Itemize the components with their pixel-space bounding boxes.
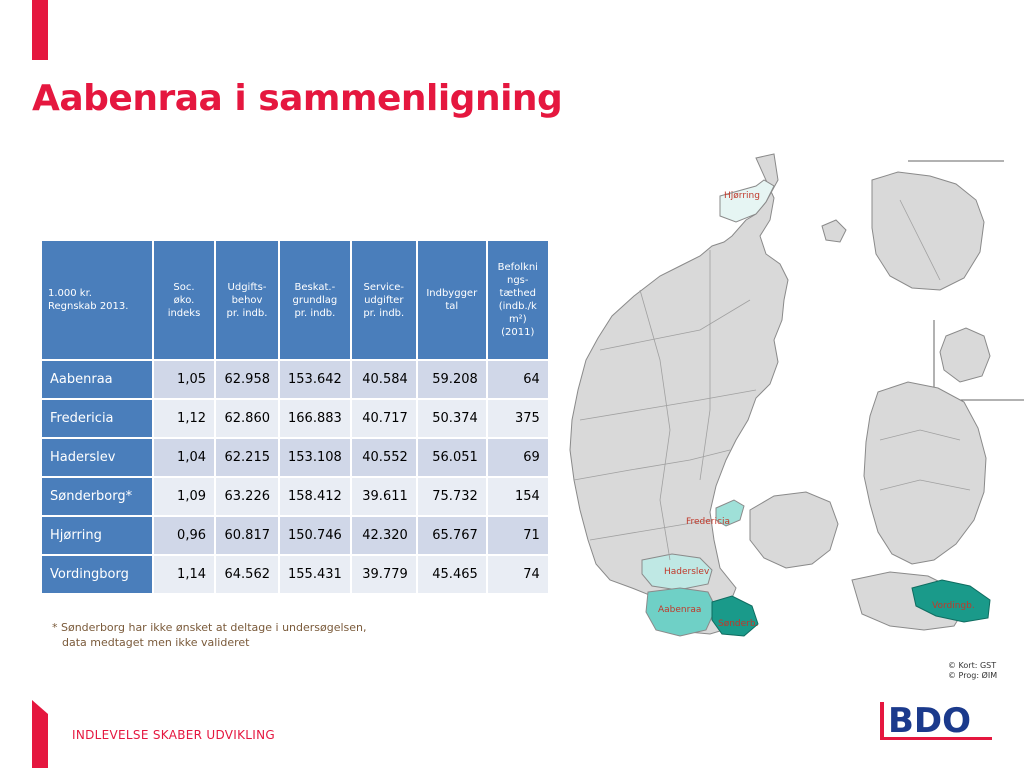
table-row: Hjørring 0,96 60.817 150.746 42.320 65.767 71 [40,515,550,556]
footnote: * Sønderborg har ikke ønsket at deltage … [52,620,367,650]
table-cell: 40.717 [349,398,418,439]
bornholm-shape [939,327,991,383]
table-cell: 64.562 [214,554,280,595]
map-label-hjorring: Hjørring [724,191,760,201]
column-header: Soc. øko. indeks [152,239,216,361]
table-cell: 39.611 [349,476,418,517]
table-cell: 62.215 [214,437,280,478]
municipality-name: Sønderborg* [40,476,154,517]
table-cell: 1,04 [152,437,216,478]
table-cell: 153.108 [278,437,352,478]
table-row: Haderslev 1,04 62.215 153.108 40.552 56.051 69 [40,437,550,478]
table-cell: 158.412 [278,476,352,517]
table-cell: 69 [485,437,550,478]
table-row: Vordingborg 1,14 64.562 155.431 39.779 45.465… [40,554,550,595]
accent-bar-top [32,0,48,60]
table-cell: 56.051 [415,437,488,478]
north-zealand-shape [871,171,985,291]
aabenraa-region [645,587,717,637]
table-cell: 75.732 [415,476,488,517]
table-cell: 40.552 [349,437,418,478]
table-cell: 63.226 [214,476,280,517]
table-cell: 150.746 [278,515,352,556]
table-cell: 1,09 [152,476,216,517]
column-header: Service-udgifter pr. indb. [349,239,418,361]
table-cell: 1,12 [152,398,216,439]
table-cell: 0,96 [152,515,216,556]
municipality-name: Aabenraa [40,359,154,400]
table-cell: 40.584 [349,359,418,400]
small-island [821,219,847,243]
table-row: Aabenraa 1,05 62.958 153.642 40.584 59.208 64 [40,359,550,400]
map-label-fredericia: Fredericia [686,517,730,527]
table-cell: 42.320 [349,515,418,556]
column-header: Beskat.- grundlag pr. indb. [278,239,352,361]
map-copyright: © Kort: GST © Prog: ØIM [948,661,997,681]
funen-shape [749,491,839,569]
accent-bar-bottom [32,700,48,768]
denmark-map: Hjørring Fredericia Haderslev Aabenraa S… [560,140,1024,690]
table-row: Sønderborg* 1,09 63.226 158.412 39.611 75.732… [40,476,550,517]
table-cell: 166.883 [278,398,352,439]
table-cell: 1,05 [152,359,216,400]
vordingborg-region [911,579,991,623]
zealand-shape [863,381,987,565]
fredericia-region [715,499,745,527]
table-cell: 65.767 [415,515,488,556]
hjorring-region [719,179,775,223]
column-header: 1.000 kr. Regnskab 2013. [40,239,154,361]
municipality-name: Hjørring [40,515,154,556]
table-row: Fredericia 1,12 62.860 166.883 40.717 50.374 3… [40,398,550,439]
table-cell: 155.431 [278,554,352,595]
municipality-name: Haderslev [40,437,154,478]
table-cell: 62.958 [214,359,280,400]
table-cell: 39.779 [349,554,418,595]
bdo-logo: BDO [880,701,992,741]
footnote-line-1: * Sønderborg har ikke ønsket at deltage … [52,621,367,634]
column-header: Indbygger tal [415,239,488,361]
table-header-row: 1.000 kr. Regnskab 2013. Soc. øko. indeks U… [40,239,550,361]
table-cell: 74 [485,554,550,595]
table-cell: 45.465 [415,554,488,595]
map-label-sonderborg: Sønderb. [718,619,758,629]
table-cell: 50.374 [415,398,488,439]
map-label-vordingborg: Vordingb. [932,601,975,611]
table-cell: 60.817 [214,515,280,556]
table-cell: 153.642 [278,359,352,400]
table-cell: 62.860 [214,398,280,439]
table-cell: 1,14 [152,554,216,595]
footnote-line-2: data medtaget men ikke valideret [62,636,250,649]
bdo-logo-text: BDO [888,701,971,741]
comparison-table: 1.000 kr. Regnskab 2013. Soc. øko. indeks U… [40,239,550,595]
column-header: Udgifts-behov pr. indb. [214,239,280,361]
table-cell: 71 [485,515,550,556]
municipality-borders [573,199,971,561]
copyright-map: © Kort: GST [948,661,997,670]
sonderborg-region [711,595,759,637]
table-cell: 375 [485,398,550,439]
tagline: INDLEVELSE SKABER UDVIKLING [72,728,275,742]
haderslev-region [641,553,713,591]
table-cell: 154 [485,476,550,517]
table-cell: 59.208 [415,359,488,400]
map-label-haderslev: Haderslev [664,567,710,577]
municipality-name: Vordingborg [40,554,154,595]
column-header: Befolkni ngs-tæthed (indb./k m²) (2011) [485,239,550,361]
copyright-prog: © Prog: ØIM [948,671,998,680]
page-title: Aabenraa i sammenligning [32,78,563,119]
table-cell: 64 [485,359,550,400]
municipality-name: Fredericia [40,398,154,439]
map-label-aabenraa: Aabenraa [658,605,701,615]
